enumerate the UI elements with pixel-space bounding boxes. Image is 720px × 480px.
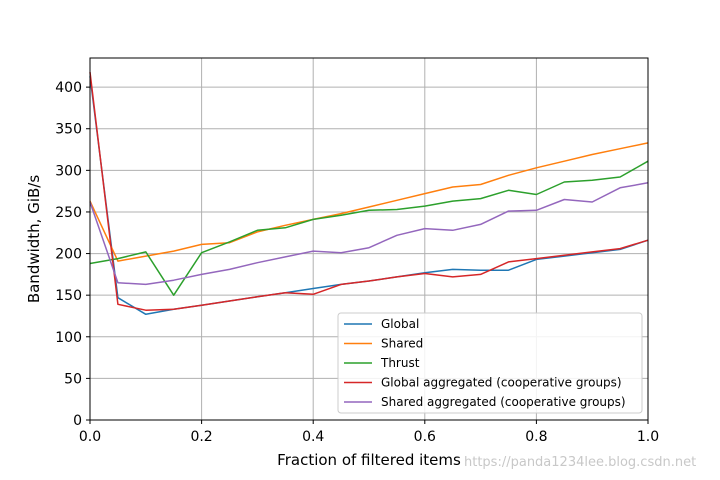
y-tick-label: 250: [55, 205, 82, 221]
legend: Global Shared Thrust Global aggregated (coo…: [337, 312, 643, 414]
x-axis-label: Fraction of filtered items: [277, 451, 461, 469]
x-tick-label: 0.2: [190, 429, 212, 445]
y-tick-label: 100: [55, 330, 82, 346]
x-tick-label: 0.8: [525, 429, 547, 445]
legend-label: Global: [381, 317, 419, 331]
x-tick-label: 0.6: [414, 429, 436, 445]
series-line-2: [89, 142, 649, 262]
x-axis-ticks: 0.0 0.2 0.4 0.6 0.8 1.0: [79, 420, 659, 445]
y-tick-label: 150: [55, 288, 82, 304]
series-line-5: [89, 182, 649, 286]
y-tick-label: 350: [55, 122, 82, 138]
legend-label: Shared: [381, 337, 423, 351]
watermark-text: https://panda1234lee.blog.csdn.net: [464, 455, 696, 470]
series-lines: [89, 72, 649, 316]
y-axis-ticks: 0 50 100 150 200 250 300 350 400: [55, 80, 90, 429]
y-axis-label: Bandwidth, GiB/s: [25, 175, 43, 304]
y-tick-label: 300: [55, 163, 82, 179]
series-line-3: [89, 160, 649, 296]
x-tick-label: 1.0: [637, 429, 659, 445]
y-tick-label: 50: [64, 371, 82, 387]
legend-label: Global aggregated (cooperative groups): [381, 376, 622, 390]
plot-frame: [89, 57, 649, 421]
grid-lines: [89, 58, 649, 421]
legend-label: Shared aggregated (cooperative groups): [381, 395, 626, 409]
y-tick-label: 200: [55, 247, 82, 263]
legend-label: Thrust: [380, 356, 420, 370]
x-tick-label: 0.4: [302, 429, 324, 445]
series-line-4: [89, 72, 649, 311]
y-tick-label: 0: [73, 413, 82, 429]
legend-box: [337, 312, 643, 414]
x-tick-label: 0.0: [79, 429, 101, 445]
y-tick-label: 400: [55, 80, 82, 96]
